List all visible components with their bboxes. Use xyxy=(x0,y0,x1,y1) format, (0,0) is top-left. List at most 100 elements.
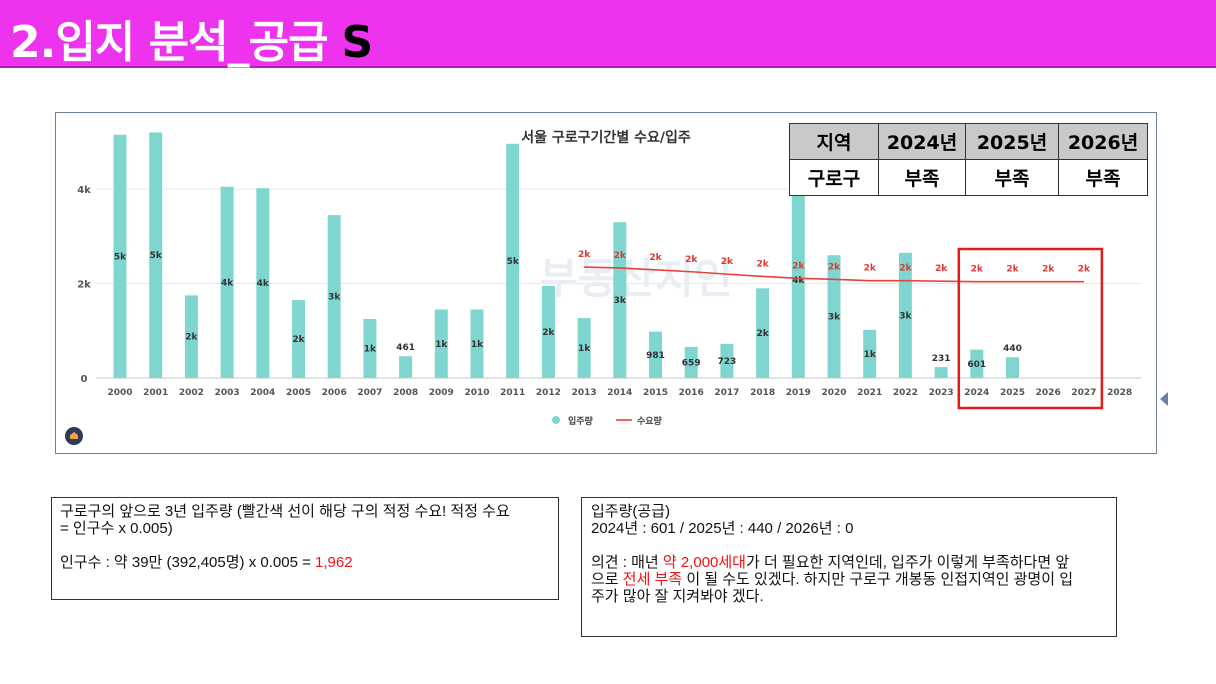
demand-value-label: 2k xyxy=(756,259,769,269)
x-tick-label: 2002 xyxy=(179,388,204,398)
bar xyxy=(470,309,484,378)
x-tick-label: 2011 xyxy=(500,388,525,398)
note-title: 입주량(공급) xyxy=(591,503,670,520)
page-header: 2.입지 분석_공급 S xyxy=(0,0,1216,68)
opinion-text: 주가 많아 잘 지켜봐야 겠다. xyxy=(591,588,764,605)
bar xyxy=(613,222,627,378)
x-tick-label: 2024 xyxy=(964,388,989,398)
x-tick-label: 2020 xyxy=(821,388,846,398)
bar xyxy=(506,143,520,378)
y-tick-label: 2k xyxy=(77,280,91,291)
bar-value-label: 1k xyxy=(864,350,877,360)
bar-value-label: 2k xyxy=(185,333,198,343)
bar xyxy=(184,295,198,378)
bar-value-label: 4k xyxy=(221,278,234,288)
bar xyxy=(970,349,984,378)
bar xyxy=(863,329,877,378)
demand-value-label: 2k xyxy=(792,261,805,271)
bar xyxy=(256,188,270,378)
x-tick-label: 2019 xyxy=(786,388,811,398)
opinion-fragment: 가 더 필요한 지역인데, 입주가 이렇게 부족하다면 앞 xyxy=(745,554,1070,571)
x-tick-label: 2003 xyxy=(215,388,240,398)
bar-value-label: 2k xyxy=(756,329,769,339)
x-tick-label: 2000 xyxy=(107,388,132,398)
bar-value-label: 981 xyxy=(646,351,665,361)
summary-header-cell: 지역 xyxy=(789,123,879,160)
x-tick-label: 2009 xyxy=(429,388,454,398)
page-title: 2.입지 분석_공급 S xyxy=(10,6,374,70)
x-tick-label: 2021 xyxy=(857,388,882,398)
x-tick-label: 2010 xyxy=(464,388,489,398)
x-tick-label: 2017 xyxy=(714,388,739,398)
x-tick-label: 2028 xyxy=(1107,388,1132,398)
opinion-text: 의견 : 매년 약 2,000세대가 더 필요한 지역인데, 입주가 이렇게 부… xyxy=(591,554,1107,571)
supply-demand-chart: 0 2k 4k 부동산지인 서울 구로구기간별 수요/입주 5k 5k 2k 4k 4k 2k 3k 1… xyxy=(77,129,1141,427)
demand-value-label: 2k xyxy=(1078,265,1091,275)
x-tick-label: 2015 xyxy=(643,388,668,398)
bar-value-label: 3k xyxy=(899,311,912,321)
demand-value-label: 2k xyxy=(899,264,912,274)
chart-title: 서울 구로구기간별 수요/입주 xyxy=(521,129,691,146)
note-text: 인구수 : 약 39만 (392,405명) x 0.005 = 1,962 xyxy=(60,554,550,571)
summary-data-row: 구로구 부족 부족 부족 xyxy=(789,159,1148,196)
bar xyxy=(649,331,662,378)
opinion-highlight: 전세 부족 xyxy=(622,571,683,588)
demand-value-label: 2k xyxy=(935,264,948,274)
x-tick-label: 2008 xyxy=(393,388,418,398)
note-text: = 인구수 x 0.005) xyxy=(60,520,173,537)
x-tick-label: 2023 xyxy=(929,388,954,398)
supply-opinion-box: 입주량(공급) 2024년 : 601 / 2025년 : 440 / 2026… xyxy=(581,497,1117,637)
bar-value-label: 5k xyxy=(507,257,520,267)
x-tick-label: 2006 xyxy=(322,388,347,398)
population-note-box: 구로구의 앞으로 3년 입주량 (빨간색 선이 해당 구의 적정 수요! 적정 … xyxy=(51,497,559,600)
bar xyxy=(827,255,841,378)
home-logo-icon xyxy=(65,427,83,445)
bar-value-label: 5k xyxy=(114,252,127,262)
bar xyxy=(791,182,805,378)
bar-value-label: 231 xyxy=(932,354,951,364)
y-tick-label: 4k xyxy=(77,185,91,196)
bar xyxy=(363,318,377,378)
opinion-fragment: 으로 xyxy=(591,571,623,588)
bar xyxy=(541,285,555,378)
opinion-fragment: 의견 : 매년 xyxy=(591,554,663,571)
x-tick-label: 2022 xyxy=(893,388,918,398)
demand-value-label: 2k xyxy=(685,255,698,265)
legend-label: 수요량 xyxy=(637,415,663,427)
page-title-suffix: S xyxy=(341,17,374,68)
demand-value-label: 2k xyxy=(864,264,877,274)
legend-marker-supply xyxy=(552,416,560,424)
x-tick-label: 2025 xyxy=(1000,388,1025,398)
bar-value-label: 440 xyxy=(1003,344,1022,354)
summary-cell: 구로구 xyxy=(789,159,879,196)
bar-value-label: 3k xyxy=(614,296,627,306)
scroll-left-arrow-icon[interactable] xyxy=(1160,392,1168,406)
bar xyxy=(292,300,305,378)
bar xyxy=(756,288,770,378)
opinion-highlight: 약 2,000세대 xyxy=(662,554,746,571)
demand-result-value: 1,962 xyxy=(315,554,353,571)
y-tick-label: 0 xyxy=(81,374,88,385)
bar xyxy=(327,215,341,378)
summary-cell: 부족 xyxy=(965,159,1059,196)
x-tick-label: 2005 xyxy=(286,388,311,398)
opinion-text: 으로 전세 부족 이 될 수도 있겠다. 하지만 구로구 개봉동 인접지역인 광… xyxy=(591,571,1107,588)
bar xyxy=(113,134,127,378)
bar xyxy=(434,309,448,378)
x-tick-label: 2013 xyxy=(572,388,597,398)
highlight-box xyxy=(957,247,1104,410)
demand-value-label: 2k xyxy=(578,250,591,260)
bar-value-label: 1k xyxy=(578,344,591,354)
legend-label: 입주량 xyxy=(568,415,594,427)
opinion-fragment: 이 될 수도 있겠다. 하지만 구로구 개봉동 인접지역인 광명이 입 xyxy=(682,571,1074,588)
summary-cell: 부족 xyxy=(878,159,966,196)
bar-value-label: 1k xyxy=(471,340,484,350)
note-text: 구로구의 앞으로 3년 입주량 (빨간색 선이 해당 구의 적정 수요! 적정 … xyxy=(60,503,510,520)
bar-value-label: 723 xyxy=(718,357,737,367)
demand-value-label: 2k xyxy=(721,257,734,267)
x-tick-label: 2018 xyxy=(750,388,775,398)
demand-value-label: 2k xyxy=(971,265,984,275)
demand-value-label: 2k xyxy=(1042,265,1055,275)
bar-value-label: 659 xyxy=(682,358,701,368)
x-tick-label: 2001 xyxy=(143,388,168,398)
